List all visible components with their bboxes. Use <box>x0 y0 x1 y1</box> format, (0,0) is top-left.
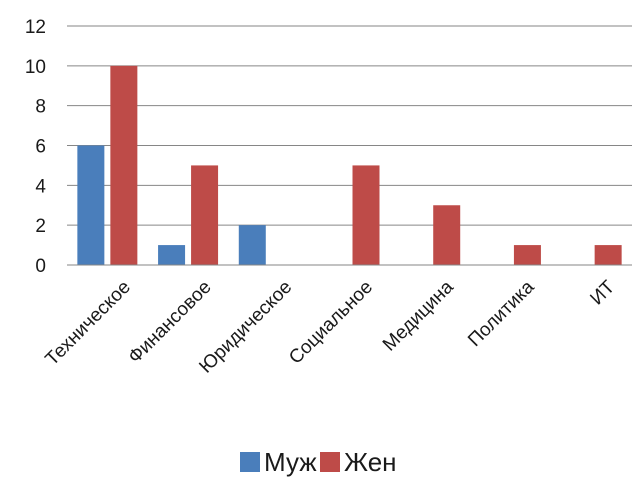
bar-zhen-1 <box>191 165 219 265</box>
x-tick-label: Техническое <box>42 277 135 370</box>
x-tick-label: Социальное <box>285 277 377 369</box>
y-tick-label: 2 <box>35 216 46 237</box>
x-tick-label: ИТ <box>586 276 619 309</box>
bar-zhen-5 <box>513 245 541 265</box>
bar-zhen-4 <box>433 205 461 265</box>
bar-muzh-1 <box>158 245 186 265</box>
y-tick-label: 4 <box>35 176 46 197</box>
bar-muzh-0 <box>77 145 105 265</box>
legend: Муж Жен <box>240 447 397 477</box>
y-tick-label: 6 <box>35 137 46 158</box>
x-tick-label: Политика <box>464 276 539 351</box>
y-tick-label: 12 <box>25 17 46 38</box>
category-labels: ТехническоеФинансовоеЮридическоеСоциальн… <box>42 276 620 377</box>
bar-muzh-2 <box>238 225 266 265</box>
legend-swatch <box>240 452 260 472</box>
x-tick-label: Финансовое <box>124 277 215 368</box>
gridlines <box>67 25 632 226</box>
y-tick-label: 10 <box>25 57 46 78</box>
bar-zhen-6 <box>594 245 622 265</box>
legend-label: Жен <box>344 447 397 477</box>
y-tick-label: 0 <box>35 256 46 277</box>
x-tick-label: Медицина <box>379 276 458 355</box>
y-axis-ticks: 0 2 4 6 8 10 12 <box>25 17 47 277</box>
y-tick-label: 8 <box>35 97 46 118</box>
legend-swatch <box>320 452 340 472</box>
bar-zhen-0 <box>110 65 138 265</box>
legend-label: Муж <box>264 447 317 477</box>
bar-zhen-3 <box>352 165 380 265</box>
bars <box>77 65 622 265</box>
